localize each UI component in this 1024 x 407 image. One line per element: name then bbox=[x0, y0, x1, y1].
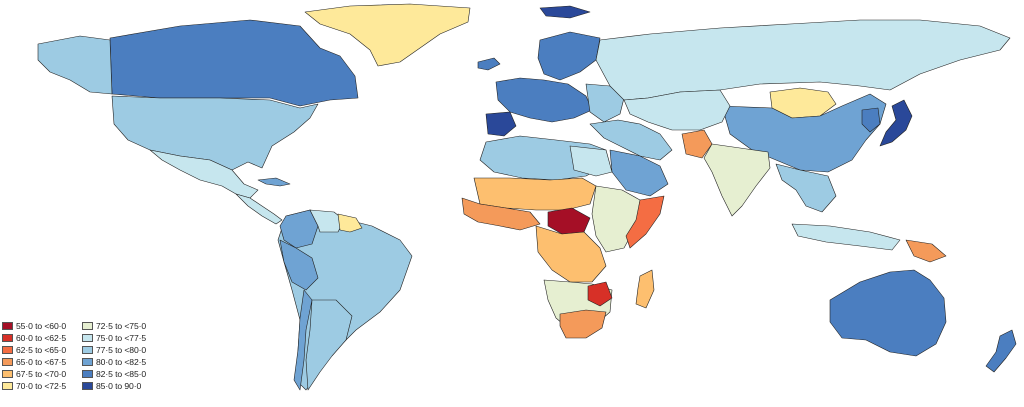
region-indonesia bbox=[791, 223, 901, 251]
legend-swatch bbox=[82, 321, 93, 330]
region-alaska bbox=[37, 35, 113, 95]
legend-label: 55·0 to <60·0 bbox=[16, 320, 67, 331]
region-west-africa bbox=[461, 197, 541, 231]
legend-swatch bbox=[82, 357, 93, 366]
legend-label: 65·0 to <67·5 bbox=[16, 356, 67, 367]
legend-item: 70·0 to <72·5 bbox=[2, 380, 96, 392]
legend-label: 62·5 to <65·0 bbox=[16, 344, 67, 355]
region-chile bbox=[293, 289, 313, 391]
region-venezuela bbox=[309, 209, 345, 233]
region-japan bbox=[879, 99, 913, 147]
legend-item: 72·5 to <75·0 bbox=[82, 320, 176, 332]
region-somalia bbox=[625, 195, 665, 249]
legend-item: 60·0 to <62·5 bbox=[2, 332, 96, 344]
region-greenland bbox=[304, 3, 471, 67]
region-madagascar bbox=[635, 269, 655, 309]
region-argentina bbox=[305, 299, 353, 391]
region-png bbox=[905, 239, 947, 263]
legend-swatch bbox=[2, 357, 13, 366]
region-guyana bbox=[337, 213, 363, 233]
legend-swatch bbox=[82, 369, 93, 378]
legend-item: 82·5 to <85·0 bbox=[82, 368, 176, 380]
legend-swatch bbox=[2, 369, 13, 378]
legend-label: 82·5 to <85·0 bbox=[96, 368, 147, 379]
region-russia bbox=[595, 19, 1011, 101]
region-new-zealand bbox=[985, 329, 1017, 373]
legend-column-right: 72·5 to <75·0 75·0 to <77·5 77·5 to <80·… bbox=[82, 320, 176, 392]
region-australia bbox=[829, 269, 947, 357]
region-central-america bbox=[235, 193, 283, 225]
legend-item: 85·0 to 90·0 bbox=[82, 380, 176, 392]
region-sahel bbox=[473, 177, 597, 211]
region-peru bbox=[279, 239, 319, 291]
region-afghanistan bbox=[681, 129, 713, 159]
legend-label: 67·5 to <70·0 bbox=[16, 368, 67, 379]
region-western-europe bbox=[495, 77, 593, 123]
legend-item: 55·0 to <60·0 bbox=[2, 320, 96, 332]
legend-item: 65·0 to <67·5 bbox=[2, 356, 96, 368]
legend-column-left: 55·0 to <60·0 60·0 to <62·5 62·5 to <65·… bbox=[2, 320, 96, 392]
region-middle-east bbox=[589, 119, 673, 161]
legend-swatch bbox=[2, 345, 13, 354]
region-iceland bbox=[477, 57, 501, 71]
region-usa bbox=[111, 95, 319, 171]
region-zimbabwe bbox=[587, 281, 613, 307]
region-scandinavia bbox=[537, 31, 601, 81]
region-iberia bbox=[485, 111, 517, 137]
region-saudi-arabia bbox=[609, 149, 669, 197]
legend-item: 80·0 to <82·5 bbox=[82, 356, 176, 368]
legend-label: 85·0 to 90·0 bbox=[96, 380, 142, 391]
region-central-asia bbox=[623, 89, 731, 131]
region-car bbox=[547, 207, 591, 235]
region-southeast-asia bbox=[775, 163, 837, 213]
legend-swatch bbox=[82, 333, 93, 342]
region-south-africa bbox=[559, 309, 607, 339]
legend-label: 60·0 to <62·5 bbox=[16, 332, 67, 343]
legend-swatch bbox=[2, 333, 13, 342]
legend-label: 80·0 to <82·5 bbox=[96, 356, 147, 367]
region-canada bbox=[109, 19, 359, 107]
legend-swatch bbox=[82, 381, 93, 390]
legend-item: 67·5 to <70·0 bbox=[2, 368, 96, 380]
region-central-africa bbox=[535, 225, 607, 283]
region-korea bbox=[861, 107, 881, 133]
legend-label: 77·5 to <80·0 bbox=[96, 344, 147, 355]
legend-swatch bbox=[82, 345, 93, 354]
region-india bbox=[703, 143, 771, 217]
legend-label: 70·0 to <72·5 bbox=[16, 380, 67, 391]
legend-item: 75·0 to <77·5 bbox=[82, 332, 176, 344]
legend-label: 72·5 to <75·0 bbox=[96, 320, 147, 331]
region-egypt bbox=[569, 145, 613, 177]
legend-swatch bbox=[2, 321, 13, 330]
legend-item: 77·5 to <80·0 bbox=[82, 344, 176, 356]
region-cuba bbox=[257, 177, 291, 187]
legend-label: 75·0 to <77·5 bbox=[96, 332, 147, 343]
legend-item: 62·5 to <65·0 bbox=[2, 344, 96, 356]
legend-swatch bbox=[2, 381, 13, 390]
region-svalbard bbox=[539, 5, 591, 19]
